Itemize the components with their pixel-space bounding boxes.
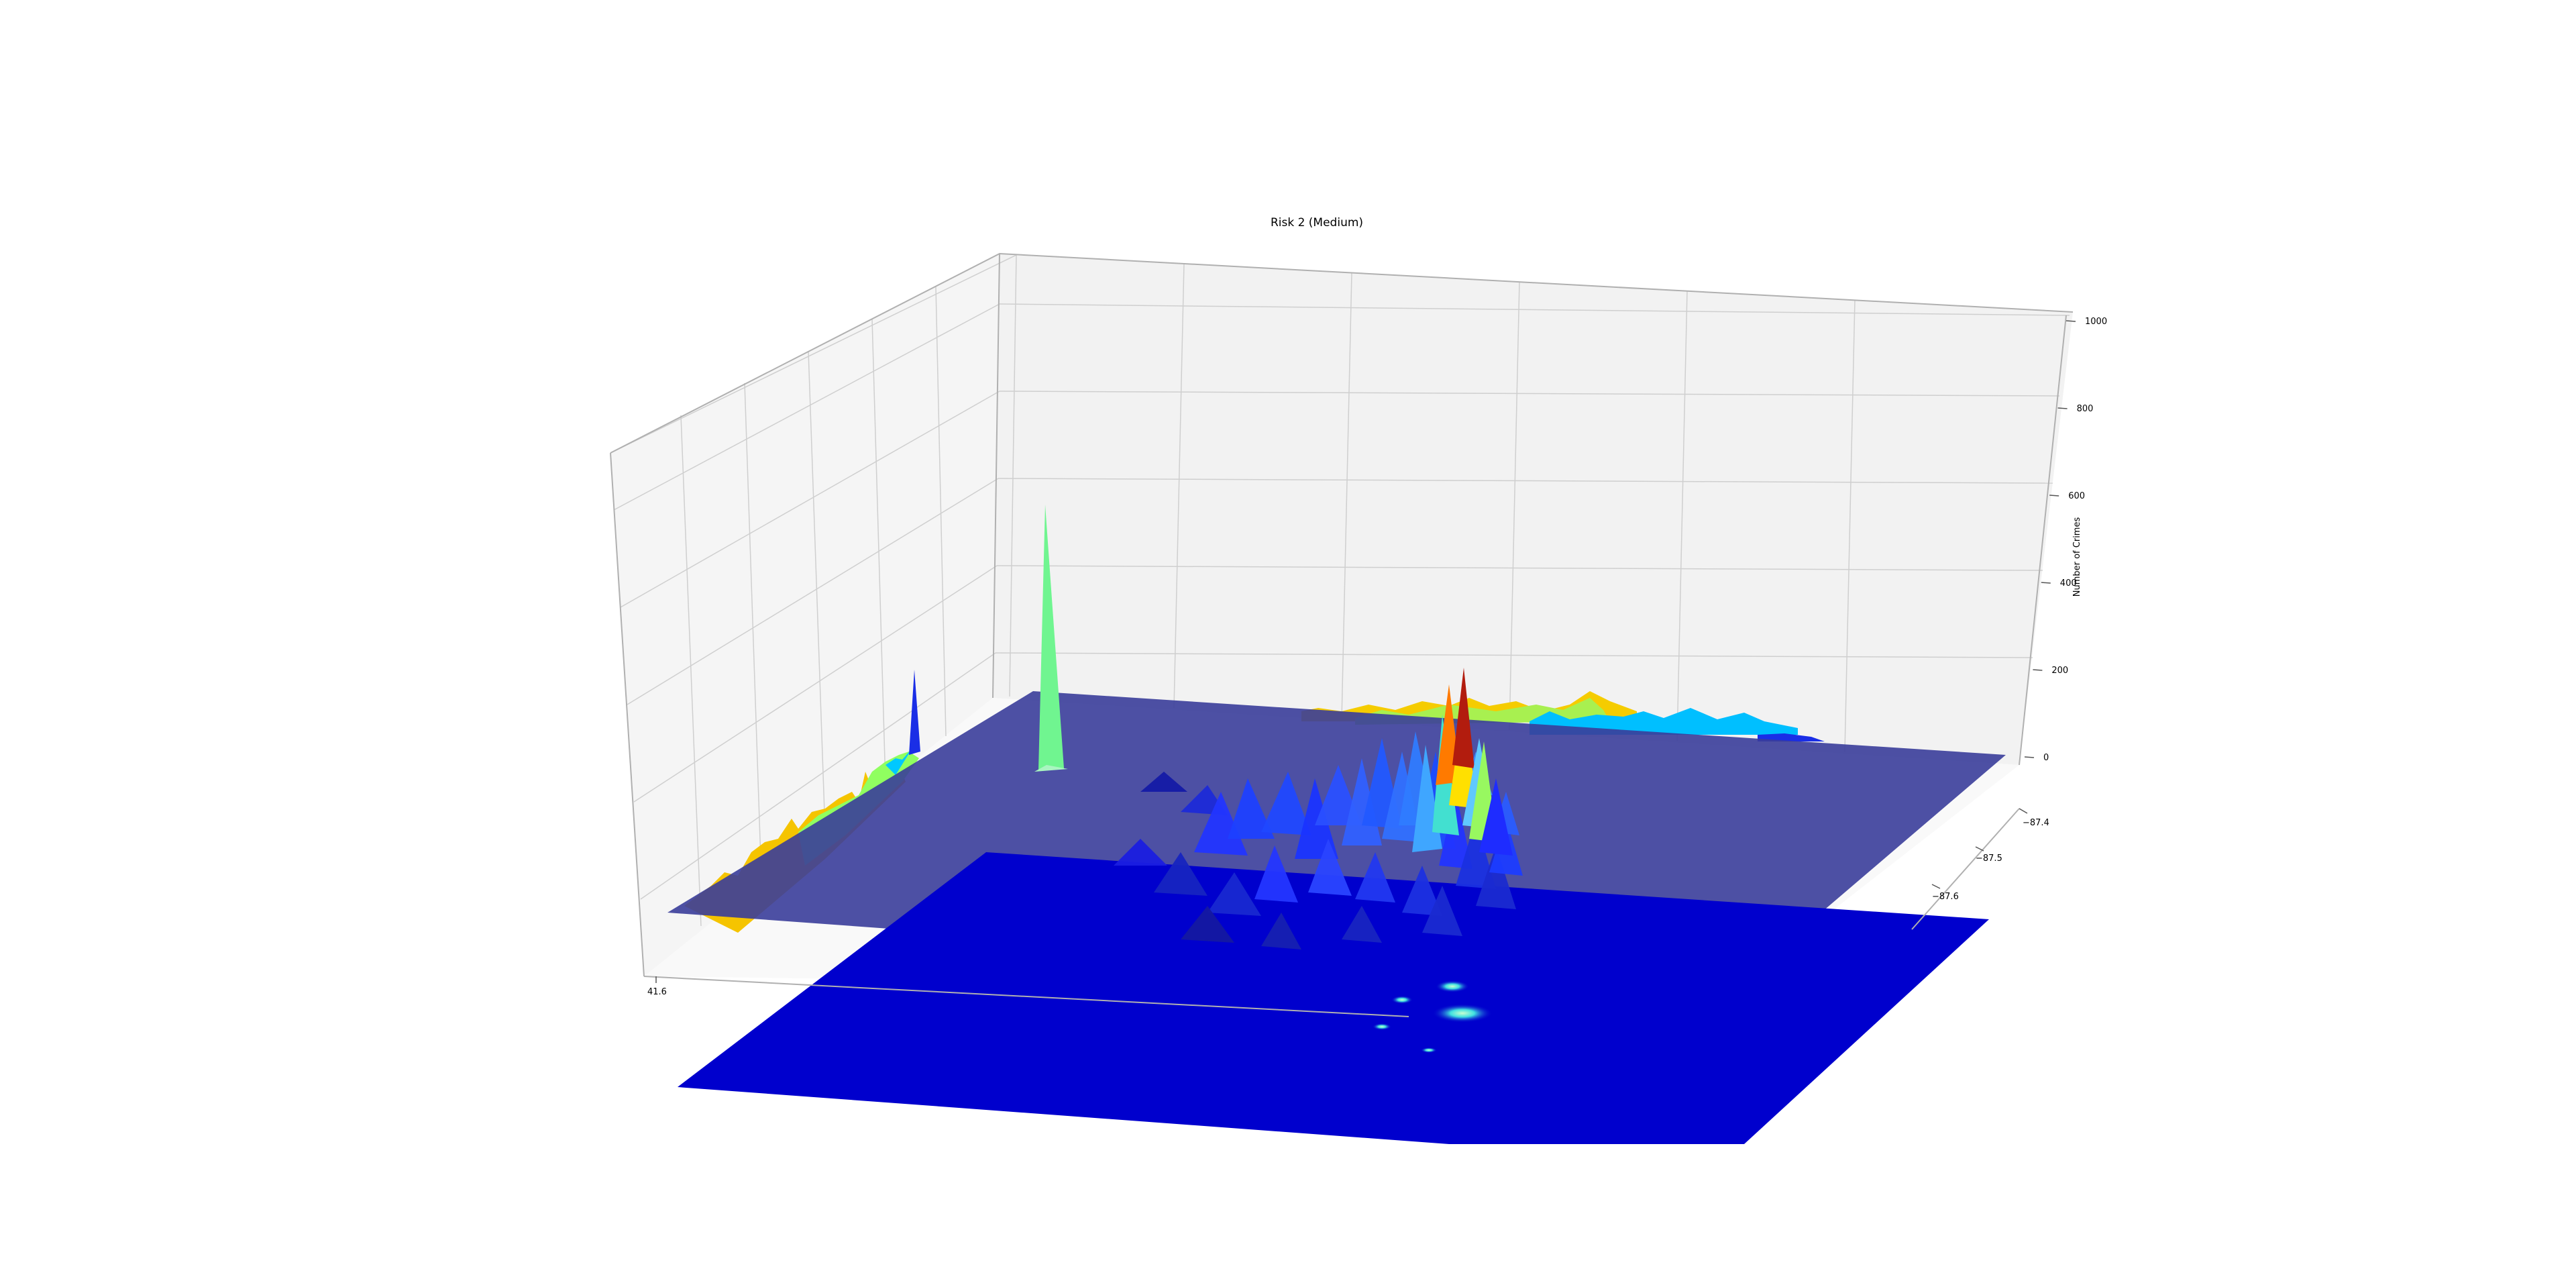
x-axis: 41.6 [643, 976, 1409, 1017]
contour-floor [678, 852, 1989, 1144]
hotspot-secondary [1436, 980, 1469, 992]
z-tick-mark-3 [2049, 495, 2059, 497]
chart-title: Risk 2 (Medium) [1271, 216, 1363, 229]
z-tick-label-3: 600 [2068, 491, 2085, 501]
y-axis: −87.6 −87.5 −87.4 [1911, 808, 2049, 930]
pane-edges [610, 252, 2074, 977]
x-tick-label-0: 41.6 [647, 987, 667, 997]
hotspot-tertiary [1391, 996, 1413, 1004]
left-projection-cyan [885, 748, 912, 775]
central-peaks [1412, 668, 1513, 856]
y-tick-label-2: −87.4 [2023, 818, 2049, 828]
left-wall-spike [909, 670, 920, 755]
contour-hotspots [1373, 980, 1493, 1053]
left-pane [610, 254, 1000, 976]
hotspot-main [1432, 1004, 1493, 1023]
y-tick-label-0: −87.6 [1932, 892, 1959, 902]
z-tick-label-4: 800 [2077, 404, 2094, 414]
hotspot-fifth [1421, 1047, 1437, 1053]
z-axis: 0 200 400 600 800 1000 Number of Crimes [2019, 315, 2107, 766]
z-axis-label: Number of Crimes [2072, 517, 2082, 597]
hotspot-quaternary [1373, 1023, 1391, 1030]
z-tick-mark-0 [2024, 756, 2035, 758]
z-tick-label-0: 0 [2043, 753, 2049, 763]
y-tick-label-1: −87.5 [1976, 854, 2002, 864]
west-spike [1038, 505, 1064, 770]
z-tick-label-5: 1000 [2085, 317, 2107, 327]
back-projection-blue [1758, 733, 1825, 741]
peak-dark-blue [1479, 778, 1513, 856]
back-pane [993, 254, 2073, 765]
grid-lines [610, 254, 2070, 927]
z-tick-mark-4 [2057, 407, 2068, 409]
z-tick-label-1: 200 [2051, 666, 2068, 676]
z-tick-label-2: 400 [2060, 578, 2077, 588]
back-projection-cyan [1529, 708, 1798, 735]
west-spike-base [1034, 765, 1068, 772]
z-ticks: 0 200 400 600 800 1000 [2024, 317, 2107, 763]
center-red-peak [1452, 668, 1474, 768]
z-tick-mark-2 [2041, 582, 2051, 584]
